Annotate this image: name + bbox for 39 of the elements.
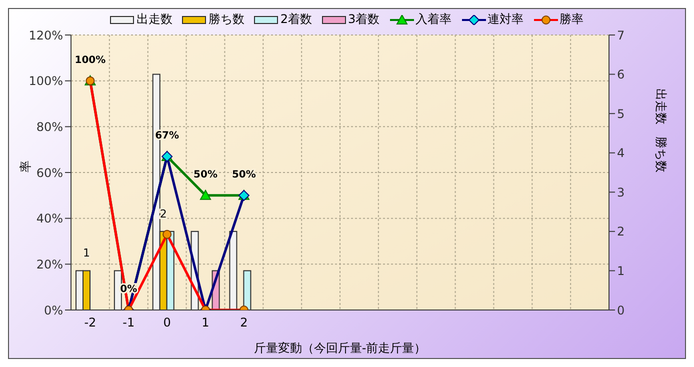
x-tick-label: 1 [202,316,210,330]
data-label: 50% [194,169,218,180]
bar [114,270,122,310]
legend-label: 入着率 [416,11,452,28]
y2-tick-label: 3 [617,185,625,200]
data-label: 1 [83,246,90,260]
x-axis-title: 斤量変動（今回斤量-前走斤量） [254,341,426,355]
x-tick-label: 0 [163,316,171,330]
y-tick-label: 100% [28,74,63,88]
y2-axis-title: 出走数 勝ち数 [654,88,668,172]
y2-tick-label: 4 [617,146,625,160]
y2-tick-label: 6 [617,68,625,82]
y-tick-label: 80% [36,120,63,134]
y2-tick-label: 5 [617,106,625,121]
legend-label: 連対率 [488,11,524,28]
x-tick-label: -1 [122,316,135,330]
y2-tick-label: 7 [617,28,625,42]
y-tick-label: 20% [36,257,63,272]
legend-label: 3着数 [348,11,380,28]
legend-label: 勝率 [560,11,584,28]
data-label: 100% [74,54,106,66]
point [200,190,211,200]
y2-tick-label: 1 [617,264,625,278]
legend-label: 2着数 [280,11,312,28]
bar [229,230,238,310]
y-tick-label: 120% [28,28,63,42]
y-tick-label: 40% [36,212,63,226]
y-tick-label: 60% [36,166,63,180]
x-tick-label: 2 [240,316,248,330]
data-label: 50% [232,169,256,180]
y2-tick-label: 0 [617,303,625,318]
y-axis-title: 率 [18,160,32,172]
legend-label: 勝ち数 [208,11,244,28]
legend-label: 出走数 [136,11,172,28]
x-tick-label: -2 [84,316,96,330]
data-label: 2 [160,207,167,220]
y2-tick-label: 2 [617,224,625,239]
y-tick-label: 0% [44,303,63,318]
bar [243,270,252,310]
